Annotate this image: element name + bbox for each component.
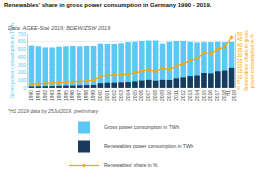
svg-text:0: 0 bbox=[237, 85, 240, 91]
svg-text:400: 400 bbox=[18, 54, 27, 60]
svg-text:1991: 1991 bbox=[35, 90, 41, 101]
svg-text:2012: 2012 bbox=[180, 90, 186, 101]
svg-text:700: 700 bbox=[18, 31, 27, 37]
svg-text:1993: 1993 bbox=[49, 90, 55, 101]
svg-text:*H1 2019 data by 25Jul2019, pr: *H1 2019 data by 25Jul2019, preliminary bbox=[8, 108, 99, 114]
svg-text:40: 40 bbox=[237, 42, 243, 48]
svg-text:1990: 1990 bbox=[28, 90, 34, 101]
svg-text:1998: 1998 bbox=[83, 90, 89, 101]
svg-text:1996: 1996 bbox=[69, 90, 75, 101]
svg-text:2002: 2002 bbox=[111, 90, 117, 101]
svg-text:600: 600 bbox=[18, 38, 27, 44]
svg-text:2007: 2007 bbox=[145, 90, 151, 101]
svg-text:2017: 2017 bbox=[214, 90, 220, 101]
svg-text:1999: 1999 bbox=[90, 90, 96, 101]
svg-text:2010: 2010 bbox=[166, 90, 172, 101]
svg-text:2011: 2011 bbox=[173, 90, 179, 101]
svg-text:20: 20 bbox=[237, 63, 243, 69]
svg-text:Renewables’ share in %: Renewables’ share in % bbox=[104, 162, 158, 168]
svg-text:2008: 2008 bbox=[152, 90, 158, 101]
svg-text:2006: 2006 bbox=[138, 90, 144, 101]
svg-text:2018: 2018 bbox=[221, 90, 227, 101]
svg-text:30: 30 bbox=[237, 52, 243, 58]
svg-text:1997: 1997 bbox=[76, 90, 82, 101]
svg-text:300: 300 bbox=[18, 62, 27, 68]
svg-text:2004: 2004 bbox=[125, 90, 131, 101]
svg-text:2015: 2015 bbox=[201, 90, 207, 101]
svg-text:2009: 2009 bbox=[159, 90, 165, 101]
svg-text:50: 50 bbox=[237, 31, 243, 37]
svg-text:Gross power consumption in TWh: Gross power consumption in TWh bbox=[9, 23, 15, 98]
svg-text:Renewables’ share in gross pow: Renewables’ share in gross power consump… bbox=[4, 2, 212, 8]
svg-text:35: 35 bbox=[237, 47, 243, 53]
svg-text:0: 0 bbox=[23, 85, 26, 91]
svg-text:2013: 2013 bbox=[187, 90, 193, 101]
svg-text:5: 5 bbox=[237, 79, 240, 85]
svg-text:2014: 2014 bbox=[194, 90, 200, 101]
svg-text:15: 15 bbox=[237, 68, 243, 74]
svg-text:2000: 2000 bbox=[97, 90, 103, 101]
svg-text:1992: 1992 bbox=[42, 90, 48, 101]
svg-text:Renewables’ share in grosspowe: Renewables’ share in grosspower consumpt… bbox=[243, 30, 256, 92]
svg-text:25: 25 bbox=[237, 58, 243, 64]
svg-text:200: 200 bbox=[18, 69, 27, 75]
svg-text:2003: 2003 bbox=[118, 90, 124, 101]
svg-text:H12019: H12019 bbox=[225, 90, 238, 101]
svg-text:2016: 2016 bbox=[207, 90, 213, 101]
svg-text:2001: 2001 bbox=[104, 90, 110, 101]
svg-text:2005: 2005 bbox=[132, 90, 138, 101]
svg-text:Data: AGEE-Stat 2019; BDEW/ZSW: Data: AGEE-Stat 2019; BDEW/ZSW 2019 bbox=[8, 25, 110, 31]
svg-text:1994: 1994 bbox=[56, 90, 62, 101]
svg-text:1995: 1995 bbox=[63, 90, 69, 101]
svg-text:100: 100 bbox=[18, 77, 27, 83]
svg-text:Gross power consumption in TWh: Gross power consumption in TWh bbox=[104, 124, 179, 130]
svg-text:45: 45 bbox=[237, 36, 243, 42]
svg-text:Renewables power consumption i: Renewables power consumption in TWh bbox=[104, 143, 194, 149]
svg-text:500: 500 bbox=[18, 46, 27, 52]
svg-text:10: 10 bbox=[237, 74, 243, 80]
